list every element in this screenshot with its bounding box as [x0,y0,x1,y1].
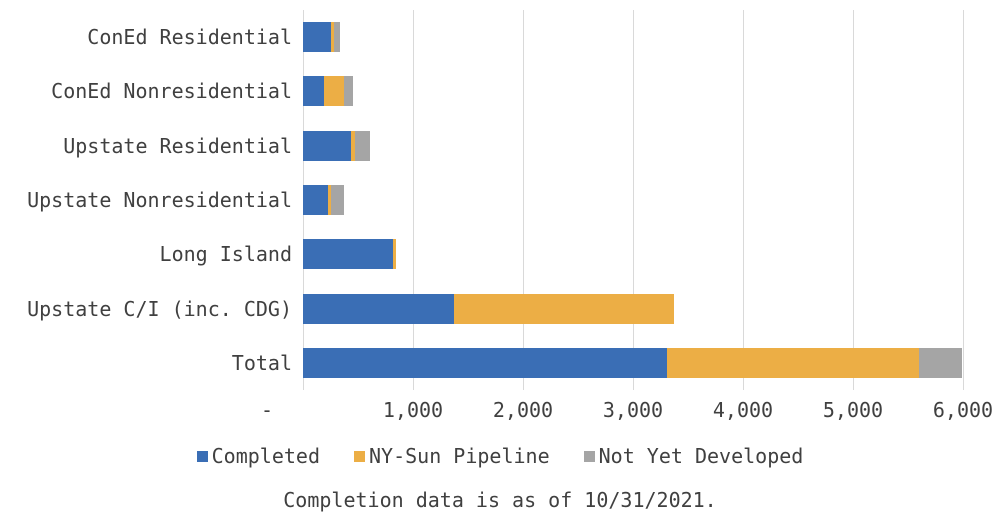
bar-segment-not-yet-developed [333,22,340,53]
category-label: Upstate Nonresidential [27,188,292,212]
bar-segment-ny-sun-pipeline [666,347,919,378]
legend-label: Not Yet Developed [598,444,804,468]
x-tick-label: 2,000 [492,398,554,422]
legend-label: Completed [211,444,321,468]
bar-segment-completed [303,185,328,215]
gridline [853,10,854,390]
bar-segment-completed [303,22,331,53]
legend: Completed NY-Sun Pipeline Not Yet Develope… [0,444,1000,468]
bar-row [303,239,396,270]
bar-segment-ny-sun-pipeline [393,239,396,270]
bar-segment-ny-sun-pipeline [351,130,355,161]
bar-row [303,130,371,161]
x-tick-label: - [260,398,274,422]
x-tick-label: 1,000 [382,398,444,422]
bar-segment-not-yet-developed [918,347,963,378]
bar-segment-not-yet-developed [354,130,371,161]
legend-item: Not Yet Developed [583,444,804,468]
gridline [523,10,524,390]
plot-area [303,10,964,390]
gridline [743,10,744,390]
bar-segment-not-yet-developed [344,76,354,107]
x-tick-label: 5,000 [822,398,884,422]
category-label: ConEd Nonresidential [51,79,292,104]
bar-segment-ny-sun-pipeline [454,293,675,324]
legend-label: NY-Sun Pipeline [369,444,550,468]
x-tick-label: 3,000 [602,398,664,422]
x-tick-label: 6,000 [932,398,994,422]
bar-segment-completed [303,76,325,107]
gridline [633,10,634,390]
gridline [963,10,964,390]
legend-item: NY-Sun Pipeline [354,444,550,468]
category-label: ConEd Residential [87,25,292,50]
legend-item: Completed [196,444,321,468]
chart-caption: Completion data is as of 10/31/2021. [283,488,717,512]
legend-swatch [583,450,595,462]
bar-segment-completed [303,239,394,270]
bar-row [303,22,340,53]
gridline [413,10,414,390]
bar-row [303,76,354,107]
x-tick-label: 4,000 [712,398,774,422]
category-label: Long Island [159,242,292,267]
bar-segment-not-yet-developed [331,185,345,215]
legend-swatch [354,450,366,462]
bar-row [303,185,345,215]
bar-segment-ny-sun-pipeline [330,22,334,53]
bar-segment-completed [303,347,667,378]
category-label: Total [231,350,292,375]
bar-row [303,293,675,324]
bar-segment-completed [303,293,455,324]
bar-row [303,347,963,378]
category-label: Upstate Residential [63,133,292,158]
legend-swatch [196,450,208,462]
bar-segment-completed [303,130,352,161]
category-label: Upstate C/I (inc. CDG) [27,296,292,321]
bar-segment-ny-sun-pipeline [327,185,332,215]
bar-segment-ny-sun-pipeline [324,76,345,107]
